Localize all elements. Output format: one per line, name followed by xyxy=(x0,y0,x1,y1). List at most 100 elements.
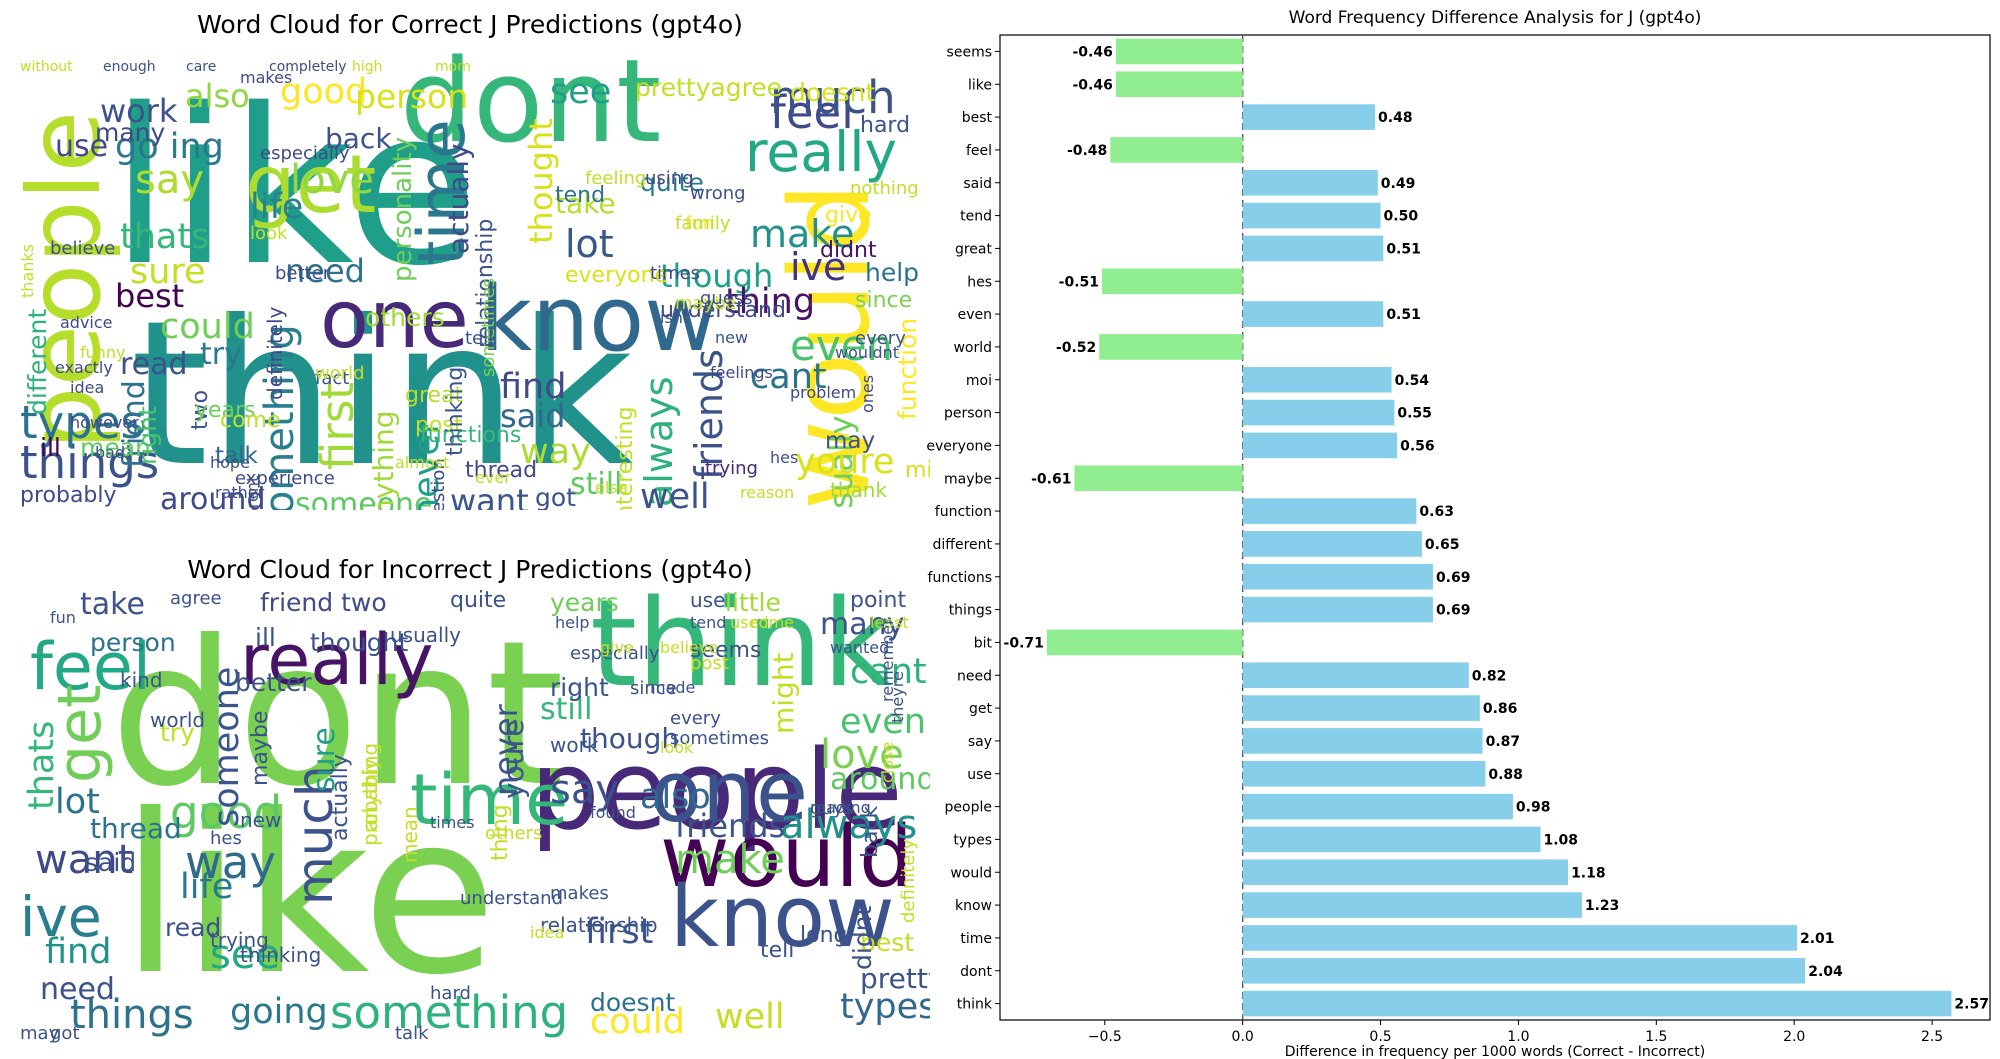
cloud-word: would xyxy=(660,808,913,907)
bar xyxy=(1242,235,1384,262)
y-tick-label: say xyxy=(968,734,992,750)
cloud-word: used xyxy=(730,613,769,632)
bar-value-label: 0.63 xyxy=(1419,504,1454,520)
cloud-word: love xyxy=(290,157,374,203)
cloud-word: ill xyxy=(40,433,61,462)
wordcloud-correct: think like people dont would know one time get re… xyxy=(10,40,930,510)
bar xyxy=(1242,728,1483,754)
bar-value-label: -0.61 xyxy=(1031,471,1071,487)
cloud-word: love xyxy=(820,732,904,778)
cloud-word: could xyxy=(160,307,255,347)
cloud-word: life xyxy=(180,867,234,907)
y-tick-label: world xyxy=(953,340,992,356)
cloud-word: guys xyxy=(810,798,853,819)
bar xyxy=(1074,465,1243,492)
bar xyxy=(1115,38,1243,65)
cloud-word: use xyxy=(690,588,726,612)
x-axis-label: Difference in frequency per 1000 words (… xyxy=(1285,1044,1705,1059)
cloud-word: problem xyxy=(790,383,857,402)
cloud-word: fun xyxy=(685,213,715,234)
x-tick-label: 1.5 xyxy=(1645,1029,1667,1045)
y-tick-label: feel xyxy=(966,143,992,159)
bar xyxy=(1102,268,1243,295)
cloud-word: lot xyxy=(55,782,100,822)
bar-value-label: 1.18 xyxy=(1571,865,1606,881)
cloud-word: agree xyxy=(170,588,222,609)
cloud-word: think xyxy=(130,278,634,510)
cloud-word: mean xyxy=(80,433,151,462)
cloud-word: also xyxy=(185,77,250,115)
y-tick-label: moi xyxy=(966,373,992,389)
bar-value-label: 0.50 xyxy=(1384,209,1419,225)
bar xyxy=(1242,563,1433,590)
cloud-word: help xyxy=(865,258,920,287)
cloud-word: great xyxy=(405,383,464,408)
cloud-word: almost xyxy=(395,453,450,472)
cloud-word: got xyxy=(535,483,576,510)
cloud-word: found xyxy=(590,803,636,822)
bar-value-label: 0.65 xyxy=(1425,537,1460,553)
cloud-word: thread xyxy=(90,812,182,845)
cloud-word: thing xyxy=(725,282,816,322)
cloud-word: know xyxy=(480,267,718,372)
y-tick-label: great xyxy=(955,241,993,257)
bar xyxy=(1242,301,1384,327)
cloud-word: hope xyxy=(210,453,250,472)
cloud-word: make xyxy=(675,837,785,883)
bar-value-label: -0.51 xyxy=(1059,274,1099,290)
cloud-word: ive xyxy=(20,885,102,949)
bar xyxy=(1242,990,1952,1017)
cloud-word: come xyxy=(220,408,281,433)
cloud-word: dont xyxy=(110,598,565,831)
cloud-word: like xyxy=(110,62,479,313)
cloud-word: lot xyxy=(565,222,614,266)
y-tick-label: would xyxy=(950,865,992,881)
cloud-word: thats xyxy=(120,217,210,257)
cloud-word: tell xyxy=(465,328,494,349)
cloud-word: since xyxy=(630,678,677,699)
cloud-word: hard xyxy=(860,113,911,138)
cloud-word: thought xyxy=(310,628,409,657)
cloud-word: makes xyxy=(550,883,609,904)
cloud-word: doesnt xyxy=(790,78,876,107)
bar-value-label: 0.86 xyxy=(1483,701,1518,717)
cloud-word: thinking xyxy=(240,943,322,967)
cloud-word: idea xyxy=(70,378,105,397)
bar-value-label: 0.54 xyxy=(1395,373,1430,389)
bar-value-label: 2.01 xyxy=(1800,931,1835,947)
wordcloud-incorrect-title: Word Cloud for Incorrect J Predictions (… xyxy=(187,555,753,584)
cloud-word: ever xyxy=(475,468,511,487)
y-tick-label: said xyxy=(963,176,992,192)
cloud-word: get xyxy=(245,138,377,231)
cloud-word: rather xyxy=(215,483,265,502)
cloud-word: funny xyxy=(80,343,126,362)
cloud-word: really xyxy=(745,120,898,184)
cloud-word: times xyxy=(650,263,701,284)
cloud-word: well xyxy=(640,477,710,511)
bar xyxy=(1099,334,1243,360)
cloud-word: way xyxy=(520,432,591,472)
bar xyxy=(1242,957,1806,984)
bar-value-label: 0.48 xyxy=(1378,110,1413,126)
cloud-word: prettyagree xyxy=(635,73,783,102)
cloud-word: work xyxy=(550,733,599,757)
bar xyxy=(1242,531,1422,557)
cloud-word: functions xyxy=(420,423,522,448)
cloud-word: think xyxy=(590,585,892,714)
cloud-word: many xyxy=(95,118,166,147)
cloud-word: pretty xyxy=(860,962,930,995)
x-tick-label: 0.5 xyxy=(1369,1029,1391,1045)
y-tick-label: people xyxy=(945,800,992,816)
bar-value-label: 0.56 xyxy=(1400,438,1435,454)
cloud-word: find xyxy=(500,367,567,407)
bar xyxy=(1242,202,1381,229)
cloud-word: years xyxy=(195,398,256,423)
y-tick-label: functions xyxy=(928,570,992,586)
cloud-word: new xyxy=(240,808,282,832)
cloud-word: experience xyxy=(235,468,335,489)
bar xyxy=(1046,629,1243,656)
plot-frame xyxy=(999,34,1991,1021)
cloud-word: give xyxy=(825,203,872,228)
cloud-word: didnt xyxy=(820,238,877,263)
y-tick-label: best xyxy=(962,110,993,126)
